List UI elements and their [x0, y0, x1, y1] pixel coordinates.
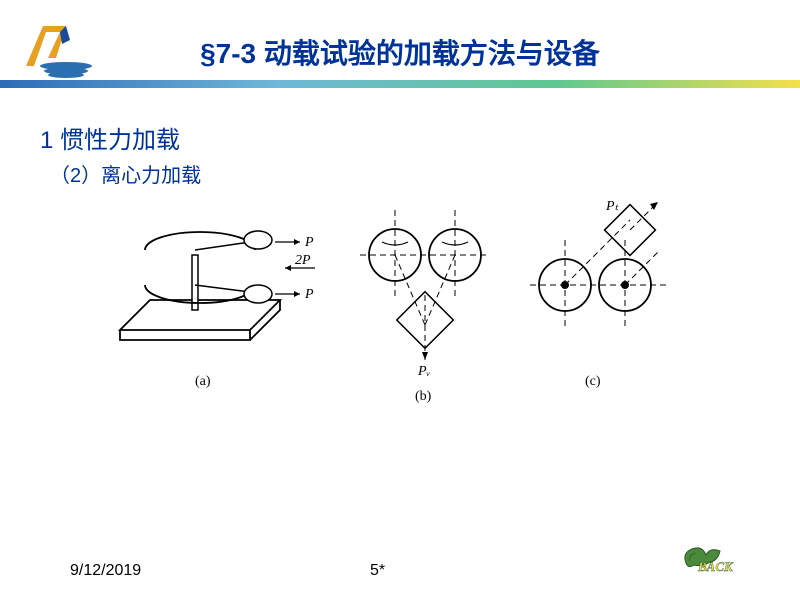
sub-heading: （2）离心力加载 — [50, 159, 201, 188]
label-Pv: Pᵥ — [417, 364, 431, 379]
fig-label-c: (c) — [585, 374, 601, 389]
fig-label-a: (a) — [195, 374, 211, 389]
section-heading: 1 惯性力加载 — [40, 120, 201, 155]
svg-text:BACK: BACK — [697, 559, 734, 574]
footer-date: 9/12/2019 — [70, 562, 141, 580]
label-Pt: Pₜ — [605, 200, 620, 214]
label-P-top: P — [304, 235, 314, 250]
back-button[interactable]: BACK — [680, 543, 750, 586]
figure: P 2P P (a) Pᵥ (b) — [100, 200, 700, 420]
page-title: §7-3 动载试验的加载方法与设备 — [0, 32, 800, 72]
label-2P: 2P — [295, 253, 311, 268]
label-P-bot: P — [304, 287, 314, 302]
title-underline — [0, 80, 800, 90]
page-number: 5* — [370, 562, 385, 580]
fig-label-b: (b) — [415, 389, 432, 404]
